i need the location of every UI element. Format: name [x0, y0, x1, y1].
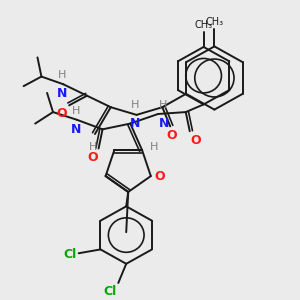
- Text: O: O: [57, 107, 67, 120]
- Text: CH₃: CH₃: [205, 17, 224, 27]
- Text: N: N: [70, 123, 81, 136]
- Text: H: H: [159, 100, 167, 110]
- Text: O: O: [87, 151, 98, 164]
- Text: H: H: [131, 100, 140, 110]
- Text: Cl: Cl: [103, 285, 116, 298]
- Text: H: H: [72, 106, 80, 116]
- Text: CH₃: CH₃: [194, 20, 213, 30]
- Text: O: O: [191, 134, 201, 147]
- Text: N: N: [57, 87, 68, 100]
- Text: O: O: [166, 129, 176, 142]
- Text: H: H: [58, 70, 66, 80]
- Text: N: N: [130, 117, 141, 130]
- Text: H: H: [150, 142, 158, 152]
- Text: O: O: [155, 169, 165, 183]
- Text: H: H: [89, 142, 97, 152]
- Text: Cl: Cl: [64, 248, 77, 261]
- Text: N: N: [159, 117, 169, 130]
